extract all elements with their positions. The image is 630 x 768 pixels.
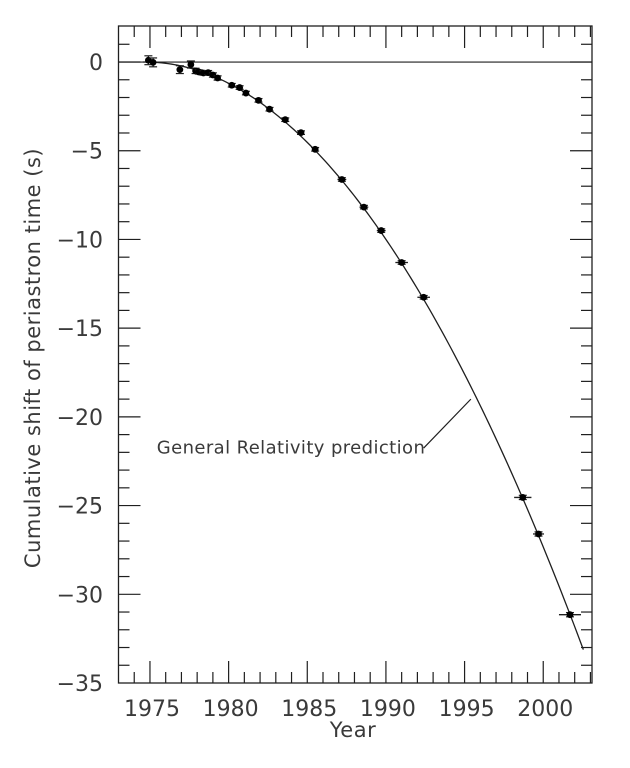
data-point-marker — [535, 530, 542, 538]
x-tick-label-1985: 1985 — [281, 697, 337, 722]
gr-prediction-curve — [142, 61, 584, 650]
y-tick-label-0: 0 — [89, 51, 103, 76]
data-point-marker — [566, 611, 574, 619]
data-point-marker — [228, 81, 236, 89]
data-point-marker — [214, 74, 222, 82]
data-point-marker — [149, 58, 157, 66]
x-tick-label-1990: 1990 — [360, 697, 416, 722]
plot-frame — [117, 25, 593, 684]
data-point-marker — [420, 293, 428, 301]
x-tick-label-1980: 1980 — [203, 697, 259, 722]
y-tick-label--15: −15 — [57, 317, 103, 342]
data-point-marker — [297, 129, 305, 137]
data-point-marker — [236, 84, 244, 91]
y-tick-label--5: −5 — [71, 140, 103, 165]
y-tick-label--10: −10 — [57, 228, 103, 253]
x-tick-label-2000: 2000 — [517, 697, 573, 722]
x-tick-label-1995: 1995 — [439, 697, 495, 722]
x-axis-title: Year — [329, 718, 377, 742]
x-tick-label-1975: 1975 — [124, 697, 180, 722]
data-point-marker — [377, 227, 385, 234]
gr-prediction-annotation: General Relativity prediction — [156, 437, 426, 459]
data-point-marker — [398, 259, 406, 266]
data-point-marker — [255, 96, 262, 104]
data-point-marker — [187, 61, 195, 68]
y-tick-label--35: −35 — [57, 672, 103, 697]
data-point-marker — [519, 494, 527, 501]
y-tick-label--30: −30 — [57, 583, 103, 608]
y-tick-label--25: −25 — [57, 495, 103, 520]
data-point-marker — [281, 116, 289, 124]
y-axis-title: Cumulative shift of periastron time (s) — [21, 147, 45, 569]
data-point-marker — [360, 203, 368, 211]
data-point-marker — [242, 89, 250, 97]
data-point-marker — [311, 145, 319, 153]
data-point-marker — [266, 105, 273, 113]
data-point-marker — [338, 176, 346, 183]
data-point-marker — [176, 66, 184, 74]
y-tick-label--20: −20 — [57, 406, 103, 431]
annotation-pointer-line — [423, 398, 472, 449]
